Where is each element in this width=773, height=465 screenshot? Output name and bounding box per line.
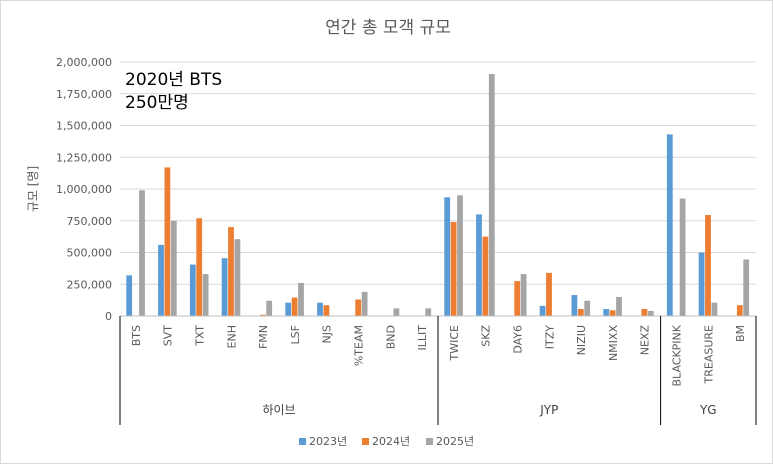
bar-2024년-NMIXX xyxy=(609,310,616,316)
bar-2024년-NJS xyxy=(323,305,330,316)
label-layer: 0 250,000 500,000 750,000 1,000,000 1,250,000… xyxy=(56,56,747,417)
y-tick-label: 250,000 xyxy=(67,278,113,291)
bar-2025년-TREASURE xyxy=(711,302,718,316)
annotation-line-1: 2020년 BTS xyxy=(125,70,222,90)
bar-2024년-SVT xyxy=(164,167,171,316)
bar-2023년-TWICE xyxy=(444,197,451,316)
bar-2023년-ITZY xyxy=(539,305,546,316)
bar-2023년-BTS xyxy=(126,275,133,316)
y-tick-label: 0 xyxy=(105,310,112,323)
bar-2025년-TXT xyxy=(202,274,209,316)
bar-2025년-ILLIT xyxy=(425,308,432,316)
bar-2025년-BM xyxy=(743,259,750,316)
legend-label: 2025년 xyxy=(436,435,474,448)
axis-layer xyxy=(119,315,757,425)
y-tick-label: 750,000 xyxy=(67,215,113,228)
bar-2024년-SKZ xyxy=(482,236,489,317)
x-tick-label: SVT xyxy=(162,325,175,347)
grid-layer xyxy=(120,61,756,285)
x-tick-label: FMN xyxy=(257,325,270,349)
x-tick-label: %TEAM xyxy=(353,325,366,366)
bar-2025년-BTS xyxy=(139,190,145,316)
legend-label: 2023년 xyxy=(309,435,347,448)
bar-2025년-SVT xyxy=(170,220,177,316)
x-tick-label: DAY6 xyxy=(512,325,525,354)
bar-2023년-SKZ xyxy=(476,214,482,316)
chart-title: 연간 총 모객 규모 xyxy=(325,18,451,38)
bar-2024년-ENH xyxy=(228,227,234,316)
bar-2024년-TWICE xyxy=(450,222,457,316)
legend: 2023년 2024년 2025년 xyxy=(299,435,474,448)
y-tick-label: 1,750,000 xyxy=(56,88,112,101)
annotation-line-2: 250만명 xyxy=(125,93,189,113)
bar-2024년-%TEAM xyxy=(355,299,362,316)
y-tick-label: 1,250,000 xyxy=(56,151,112,164)
bar-2024년-ITZY xyxy=(546,272,552,316)
bar-2025년-SKZ xyxy=(488,74,495,316)
bar-2023년-TXT xyxy=(189,264,196,316)
bar-2025년-%TEAM xyxy=(361,291,368,316)
legend-label: 2024년 xyxy=(372,435,410,448)
y-axis-title: 규모 [명] xyxy=(26,166,40,212)
x-tick-label: ILLIT xyxy=(416,325,429,351)
bar-2023년-ENH xyxy=(221,258,228,316)
x-tick-label: TREASURE xyxy=(702,325,715,385)
bar-2023년-NMIXX xyxy=(603,309,610,316)
bar-2024년-NEXZ xyxy=(641,309,648,316)
x-tick-label: SKZ xyxy=(480,325,493,347)
x-tick-label: BND xyxy=(384,325,397,349)
x-tick-label: NEXZ xyxy=(639,325,652,356)
legend-swatch-2023년 xyxy=(299,438,306,445)
y-tick-label: 2,000,000 xyxy=(56,56,112,69)
y-tick-label: 1,500,000 xyxy=(56,120,112,133)
bar-2024년-NIZIU xyxy=(577,309,584,316)
bar-2024년-TXT xyxy=(196,218,203,316)
bar-2025년-ENH xyxy=(234,239,241,316)
x-tick-label: NIZIU xyxy=(575,325,588,355)
bar-2023년-SVT xyxy=(158,244,164,316)
bar-2024년-LSF xyxy=(291,297,298,316)
x-tick-label: NMIXX xyxy=(607,325,620,361)
legend-swatch-2024년 xyxy=(362,438,369,445)
bar-2023년-LSF xyxy=(285,302,292,316)
bar-2023년-NJS xyxy=(317,302,323,316)
x-tick-label: BLACKPINK xyxy=(671,324,684,386)
bar-2023년-TREASURE xyxy=(698,252,705,316)
bar-2025년-NIZIU xyxy=(584,300,591,316)
bar-2023년-NIZIU xyxy=(571,295,578,316)
y-tick-label: 500,000 xyxy=(67,247,113,260)
x-tick-label: LSF xyxy=(289,325,302,344)
x-tick-label: ENH xyxy=(225,325,238,348)
y-tick-label: 1,000,000 xyxy=(56,183,112,196)
group-label: JYP xyxy=(539,403,558,417)
bar-2025년-BND xyxy=(393,308,400,316)
bar-2024년-BM xyxy=(736,305,743,316)
group-label: YG xyxy=(699,403,717,417)
bar-2023년-BLACKPINK xyxy=(666,134,673,316)
bar-2025년-LSF xyxy=(298,282,304,316)
bar-2025년-TWICE xyxy=(457,195,463,316)
x-tick-label: TXT xyxy=(194,325,207,347)
bar-2025년-DAY6 xyxy=(520,274,527,316)
bar-2025년-BLACKPINK xyxy=(679,198,686,316)
bar-2025년-FMN xyxy=(266,300,273,316)
group-label: 하이브 xyxy=(262,403,295,417)
x-tick-label: ITZY xyxy=(543,325,556,349)
bar-2024년-FMN xyxy=(259,314,266,316)
x-tick-label: NJS xyxy=(321,325,334,343)
x-tick-label: TWICE xyxy=(448,325,461,362)
bar-2024년-DAY6 xyxy=(514,281,521,316)
x-tick-label: BTS xyxy=(130,325,143,346)
bar-layer xyxy=(126,74,750,317)
bar-2025년-NEXZ xyxy=(647,310,654,316)
bar-2025년-NMIXX xyxy=(616,296,622,316)
bar-2024년-TREASURE xyxy=(705,215,711,316)
x-tick-label: BM xyxy=(734,325,747,342)
legend-swatch-2025년 xyxy=(426,438,433,445)
